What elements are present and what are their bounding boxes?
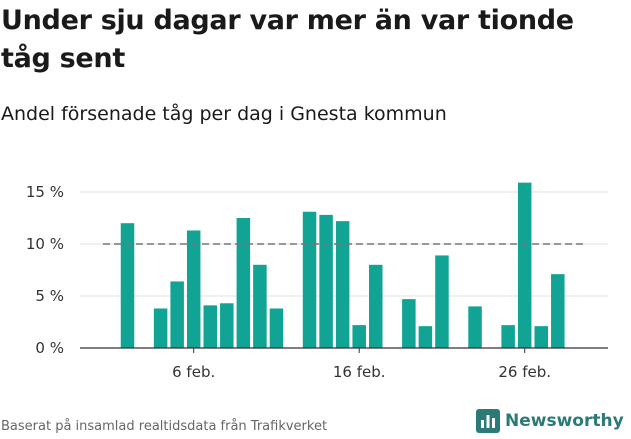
bar bbox=[220, 303, 234, 348]
bar bbox=[551, 274, 565, 348]
newsworthy-logo-icon bbox=[476, 409, 500, 433]
x-tick-labels: 6 feb. 16 feb. 26 feb. bbox=[172, 348, 551, 381]
bars bbox=[120, 182, 565, 348]
newsworthy-logo: Newsworthy bbox=[476, 409, 624, 433]
y-tick-label: 15 % bbox=[26, 183, 64, 201]
bar bbox=[369, 264, 383, 348]
bar bbox=[402, 299, 416, 348]
bar bbox=[253, 264, 267, 348]
bar bbox=[501, 325, 515, 348]
bar bbox=[517, 182, 532, 348]
chart-subtitle: Andel försenade tåg per dag i Gnesta kom… bbox=[1, 103, 447, 125]
y-tick-label: 5 % bbox=[35, 287, 64, 305]
source-note: Baserat på insamlad realtidsdata från Tr… bbox=[1, 419, 328, 434]
bar bbox=[319, 214, 333, 348]
bar bbox=[120, 223, 135, 348]
bar bbox=[269, 308, 284, 348]
bar bbox=[435, 255, 449, 348]
chart-title: Under sju dagar var mer än var tionde tå… bbox=[1, 5, 574, 74]
bar bbox=[335, 221, 350, 348]
bar bbox=[236, 218, 251, 348]
bar bbox=[153, 308, 168, 348]
x-tick-label: 16 feb. bbox=[333, 363, 386, 381]
bar bbox=[186, 230, 201, 348]
x-tick-label: 6 feb. bbox=[172, 363, 215, 381]
bar bbox=[352, 325, 366, 348]
y-tick-label: 10 % bbox=[26, 235, 64, 253]
bar bbox=[534, 326, 548, 348]
y-tick-labels: 0 % 5 % 10 % 15 % bbox=[26, 183, 64, 357]
y-tick-label: 0 % bbox=[35, 339, 64, 357]
bar bbox=[170, 281, 184, 348]
brand-name: Newsworthy bbox=[505, 411, 624, 431]
bar bbox=[418, 326, 433, 348]
bar bbox=[203, 305, 217, 348]
bar bbox=[468, 306, 482, 348]
bar bbox=[302, 211, 317, 348]
x-tick-label: 26 feb. bbox=[498, 363, 551, 381]
